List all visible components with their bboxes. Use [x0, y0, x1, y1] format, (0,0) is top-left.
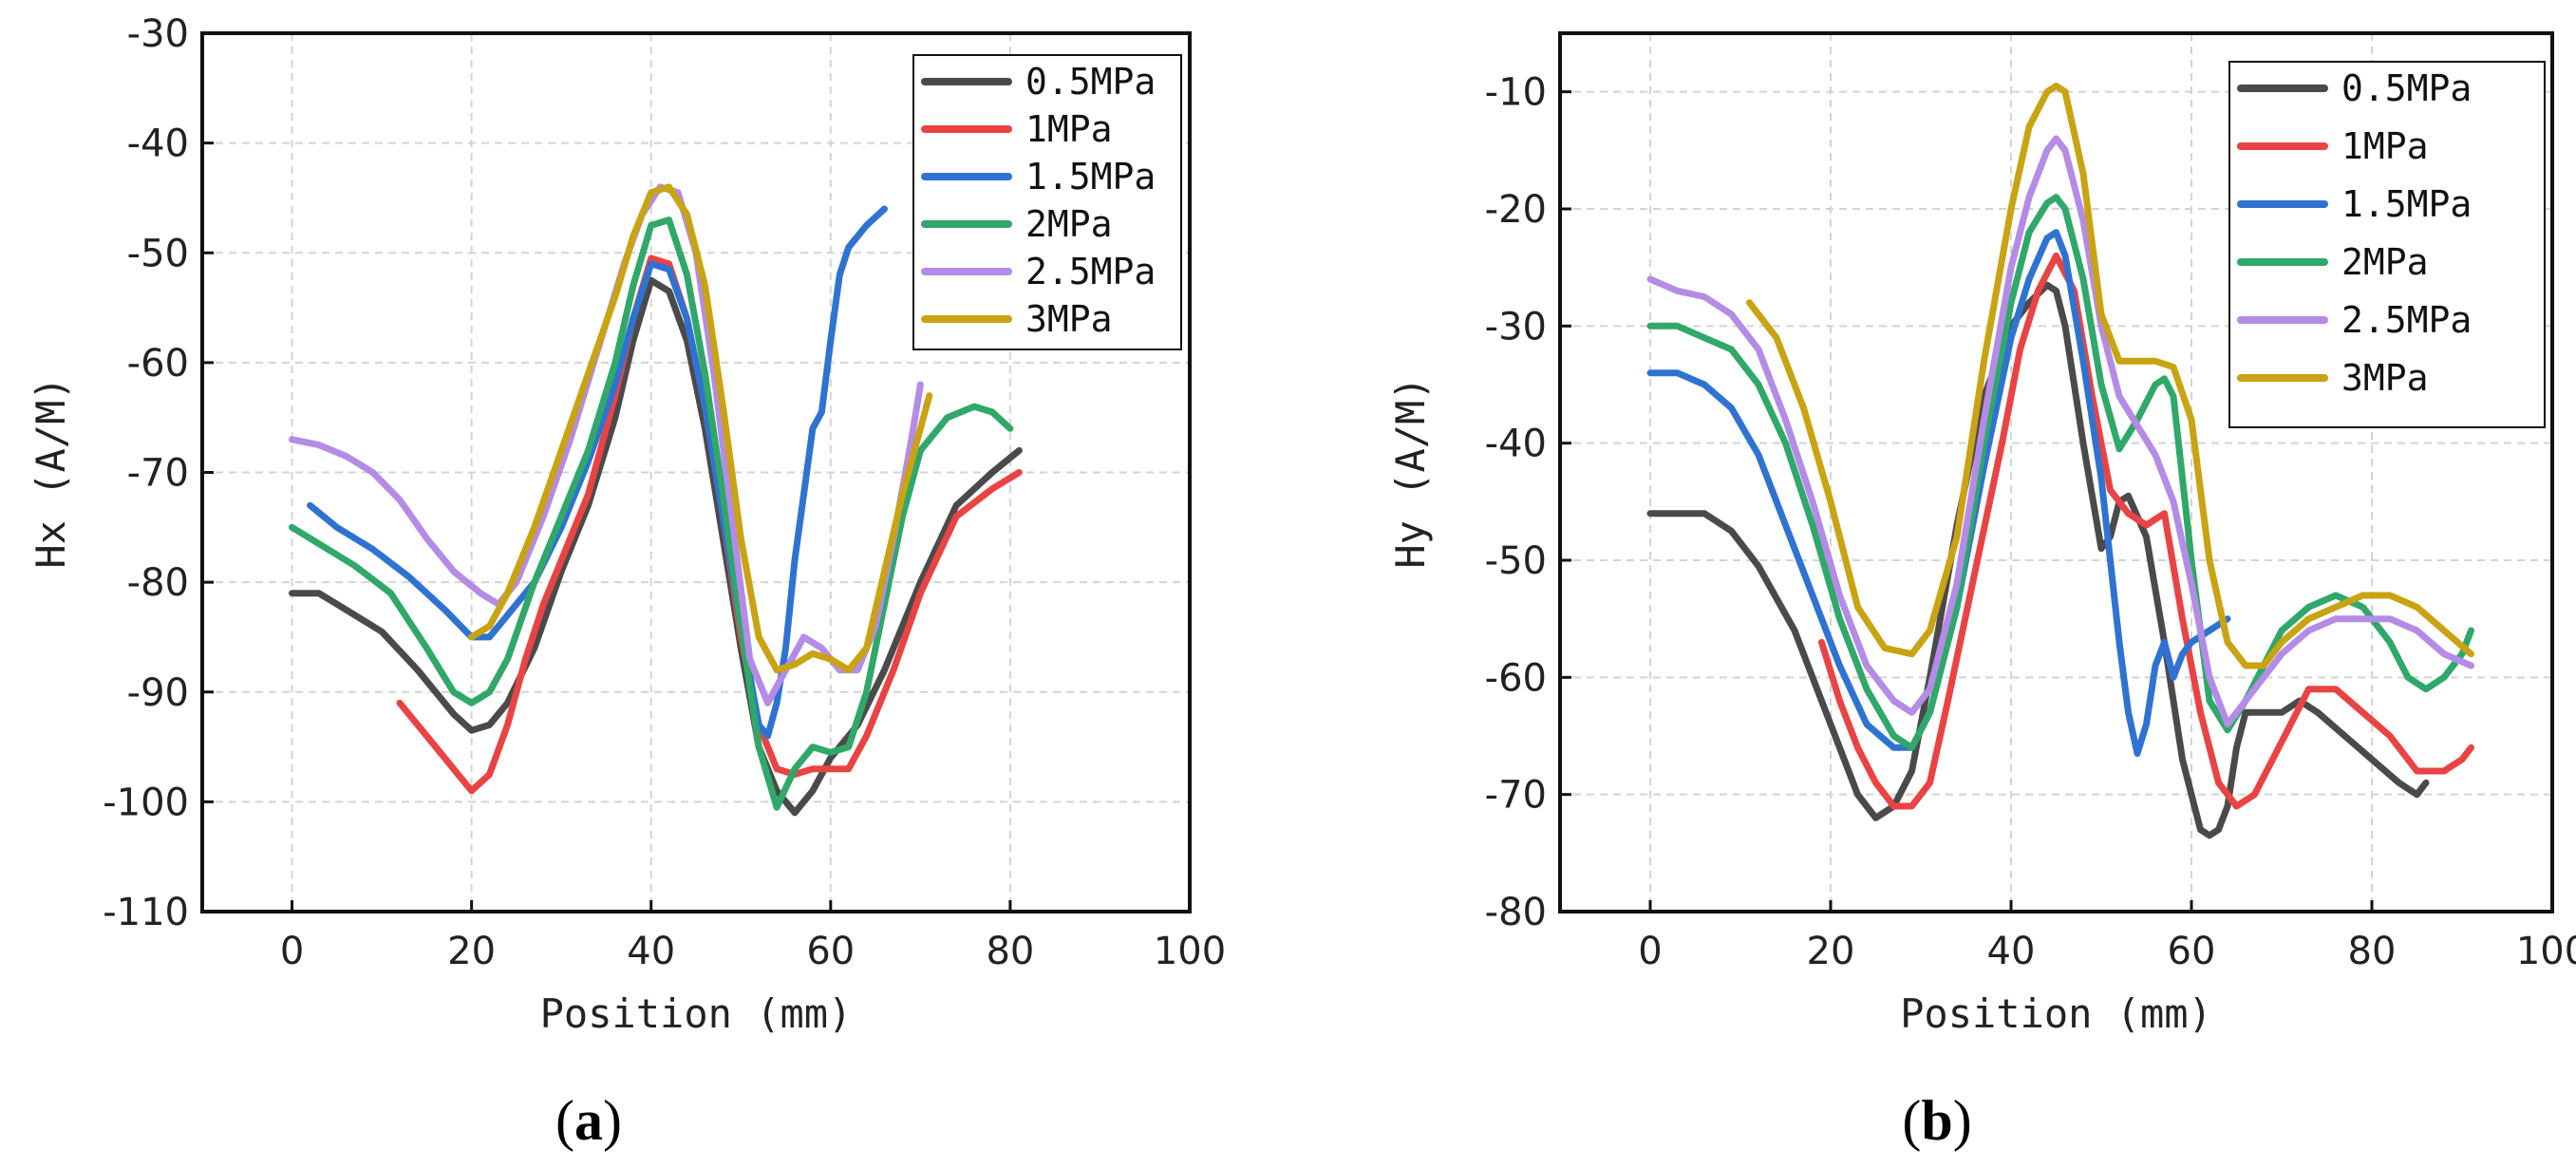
y-tick-label: -50 [127, 232, 189, 275]
panel-label-letter: b [1921, 1089, 1952, 1152]
legend-label: 1.5MPa [1025, 156, 1156, 198]
chart-b: 0 20 40 60 80 100 -80 -70 -60 -50 -40 -30 -20 -10 Posi… [1387, 31, 2576, 1152]
x-tick-label: 40 [627, 930, 675, 973]
panel-label-letter: a [574, 1089, 603, 1152]
y-axis-ticks: -110 -100 -90 -80 -70 -60 -50 -40 -30 [103, 12, 214, 934]
y-tick-label: -80 [1485, 891, 1547, 934]
series-line-3mpa [468, 183, 933, 674]
legend-label: 3MPa [1025, 298, 1113, 340]
panel-label-paren-open: ( [1902, 1089, 1921, 1152]
legend-label: 3MPa [2341, 357, 2429, 399]
series-line-2mpa [1646, 194, 2474, 751]
y-tick-label: -70 [1485, 774, 1547, 818]
legend-label: 0.5MPa [1025, 61, 1156, 103]
legend-label: 2MPa [1025, 203, 1113, 245]
y-tick-label: -50 [1485, 539, 1547, 583]
y-axis-label: Hy (A/M) [1387, 376, 1434, 568]
legend-label: 1.5MPa [2341, 183, 2472, 225]
y-tick-label: -30 [1485, 305, 1547, 349]
series-line-1mpa [1818, 252, 2474, 810]
y-tick-label: -30 [127, 12, 189, 56]
y-tick-label: -110 [103, 891, 189, 934]
y-tick-label: -70 [127, 452, 189, 496]
legend-label: 1MPa [1025, 108, 1113, 150]
x-tick-label: 100 [2516, 930, 2576, 973]
series-line-3mpa [1746, 83, 2474, 669]
series-line-1-5mpa [1646, 229, 2231, 757]
x-axis-label: Position (mm) [540, 990, 853, 1037]
series-lines [1646, 83, 2474, 839]
legend-label: 0.5MPa [2341, 67, 2472, 109]
axes-frame [1558, 31, 2554, 914]
x-axis-label: Position (mm) [1900, 990, 2212, 1037]
x-tick-label: 80 [986, 930, 1034, 973]
y-tick-label: -80 [127, 561, 189, 605]
series-line-2-5mpa [1646, 135, 2474, 728]
x-tick-label: 40 [1987, 930, 2036, 973]
y-tick-label: -40 [127, 122, 189, 166]
x-tick-label: 20 [1807, 930, 1855, 973]
series-lines [289, 183, 1023, 817]
legend-label: 1MPa [2341, 125, 2429, 167]
legend-label: 2MPa [2341, 241, 2429, 283]
panel-label: (a) [555, 1089, 622, 1152]
panel-label-paren-close: ) [603, 1089, 622, 1152]
legend-box [2228, 61, 2546, 428]
y-tick-label: -60 [1485, 656, 1547, 700]
y-tick-label: -20 [1485, 188, 1547, 232]
legend-box [912, 54, 1182, 350]
x-tick-label: 60 [806, 930, 855, 973]
panel-label-paren-close: ) [1953, 1089, 1972, 1152]
chart-a: 0 20 40 60 80 100 -110 -100 -90 -80 -70 -60 -50 -40 -3… [28, 12, 1226, 1152]
legend: 0.5MPa 1MPa 1.5MPa 2MPa 2.5MPa 3MPa [912, 54, 1182, 350]
x-tick-label: 80 [2348, 930, 2397, 973]
y-tick-label: -60 [127, 342, 189, 386]
panel-label: (b) [1902, 1089, 1971, 1152]
x-tick-label: 60 [2168, 930, 2216, 973]
x-axis-ticks: 0 20 40 60 80 100 [1638, 900, 2576, 973]
x-tick-label: 20 [447, 930, 496, 973]
panel-label-paren-open: ( [555, 1089, 574, 1152]
x-tick-label: 0 [1638, 930, 1662, 973]
y-tick-label: -40 [1485, 423, 1547, 466]
x-axis-ticks: 0 20 40 60 80 100 [280, 900, 1226, 973]
legend: 0.5MPa 1MPa 1.5MPa 2MPa 2.5MPa 3MPa [2228, 61, 2546, 428]
y-tick-label: -100 [103, 781, 189, 824]
y-tick-label: -10 [1485, 71, 1547, 115]
legend-label: 2.5MPa [1025, 251, 1156, 292]
x-tick-label: 100 [1154, 930, 1226, 973]
legend-label: 2.5MPa [2341, 299, 2472, 341]
series-line-2mpa [289, 217, 1014, 811]
y-axis-label: Hx (A/M) [28, 376, 74, 568]
y-axis-ticks: -80 -70 -60 -50 -40 -30 -20 -10 [1485, 71, 1571, 934]
y-tick-label: -90 [127, 671, 189, 715]
x-tick-label: 0 [280, 930, 304, 973]
